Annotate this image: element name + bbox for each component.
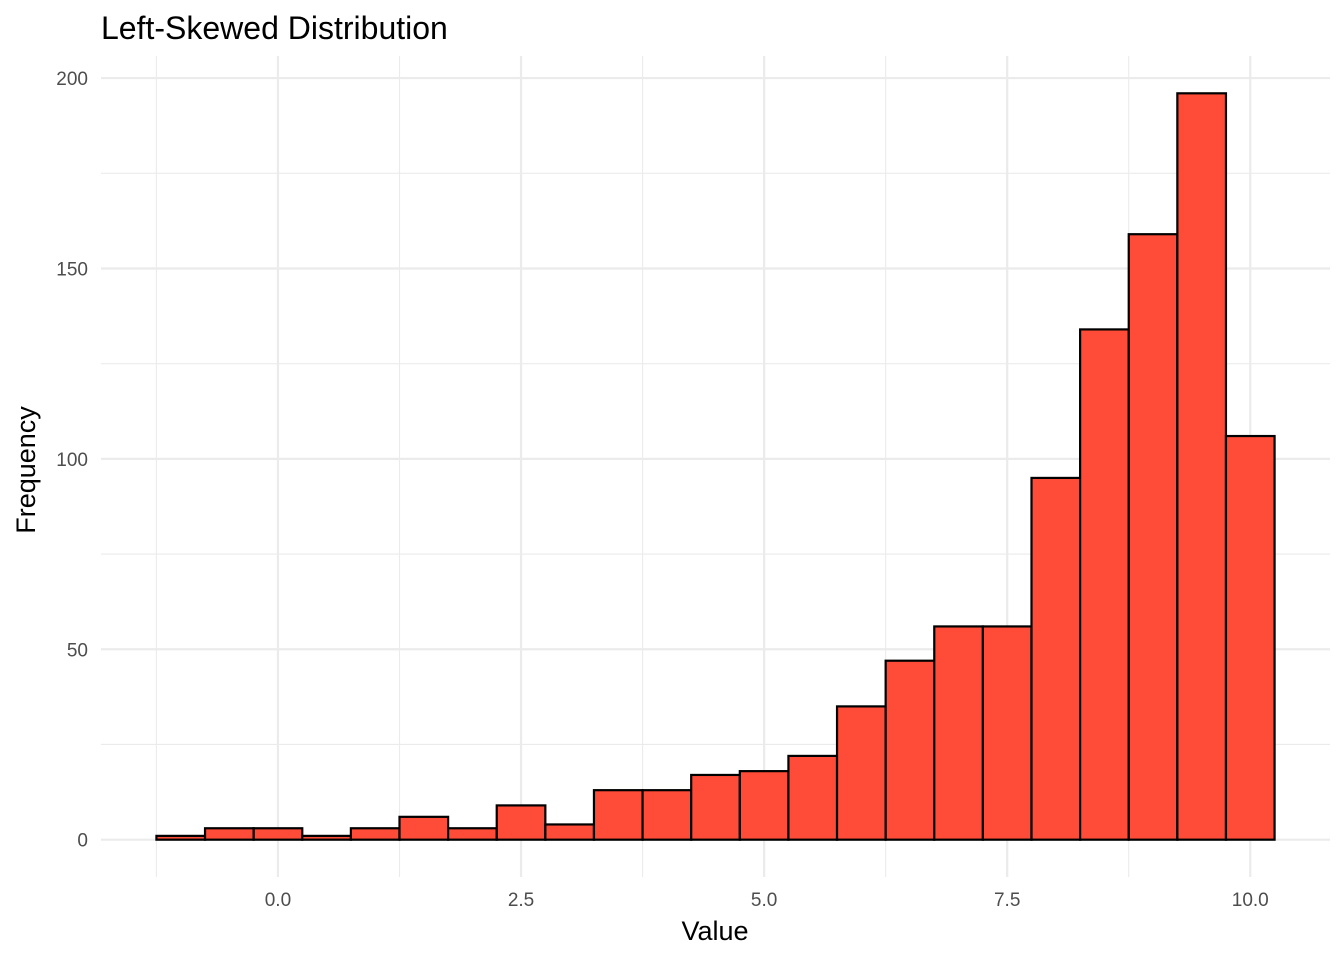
grid-lines (101, 56, 1330, 877)
histogram-bar (447, 827, 498, 841)
chart-title: Left-Skewed Distribution (101, 10, 448, 46)
histogram-bar (155, 834, 207, 841)
histogram-bar (884, 659, 936, 841)
histogram-bar (349, 827, 401, 841)
histogram-bar (592, 789, 644, 841)
x-tick-label: 10.0 (1232, 890, 1269, 911)
y-tick-label: 100 (56, 450, 88, 471)
histogram-bar (787, 754, 839, 841)
histogram-bar (1030, 476, 1082, 841)
y-tick-label: 0 (77, 831, 88, 852)
y-tick-label: 50 (67, 640, 88, 661)
x-axis-tick-labels: 0.0 2.5 5.0 7.5 10.0 (265, 890, 1269, 911)
y-axis-title: Frequency (11, 406, 41, 534)
x-tick-label: 0.0 (265, 890, 291, 911)
histogram-bar (203, 827, 255, 841)
histogram-bar (933, 625, 984, 841)
x-axis-title: Value (681, 916, 748, 946)
histogram-bar (981, 625, 1033, 841)
histogram-bars (155, 92, 1276, 841)
histogram-bar (495, 804, 547, 841)
histogram-bar (1079, 328, 1130, 841)
histogram-bar (544, 823, 596, 841)
x-tick-label: 5.0 (751, 890, 777, 911)
histogram-bar (252, 827, 304, 841)
y-tick-label: 200 (56, 69, 88, 90)
histogram-bar (301, 834, 352, 841)
histogram-bar (690, 773, 741, 841)
histogram-bar (398, 815, 450, 841)
histogram-bar (641, 789, 693, 841)
histogram-bar (835, 705, 887, 841)
histogram-bar (1224, 434, 1276, 841)
histogram-bar (1127, 233, 1179, 841)
histogram-bar (1176, 92, 1228, 841)
y-tick-label: 150 (56, 259, 88, 280)
y-axis-tick-labels: 0 50 100 150 200 (56, 69, 88, 852)
x-tick-label: 7.5 (994, 890, 1020, 911)
x-tick-label: 2.5 (508, 890, 534, 911)
histogram-bar (738, 770, 790, 841)
